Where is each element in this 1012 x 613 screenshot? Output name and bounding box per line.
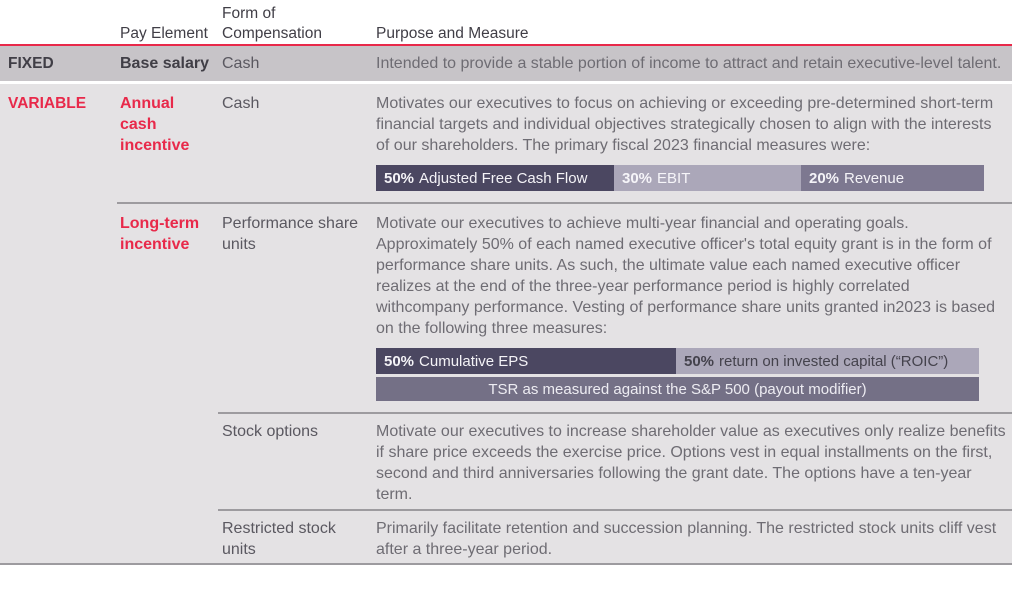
measure-label: return on invested capital (“ROIC”) (719, 352, 949, 370)
empty-category-cell (0, 518, 117, 560)
long-term-incentive-label: Long-term incentive (120, 215, 200, 253)
header-rule (0, 44, 1012, 46)
variable-section: VARIABLE Annual cash incentive Cash Moti… (0, 84, 1012, 563)
variable-category-label: VARIABLE (8, 95, 87, 112)
annual-cash-purpose-text: Motivates our executives to focus on ach… (376, 95, 994, 154)
stock-options-purpose-cell: Motivate our executives to increase shar… (375, 421, 1012, 505)
stock-options-row: Stock options Motivate our executives to… (0, 414, 1012, 509)
annual-cash-form-label: Cash (222, 95, 260, 112)
fixed-category-label: FIXED (8, 55, 54, 72)
purpose-and-measure-header: Purpose and Measure (376, 25, 529, 42)
empty-pay-element-cell (117, 421, 218, 505)
subrow-divider (218, 509, 1012, 511)
empty-category-cell (0, 213, 117, 401)
measure-cumulative-eps: 50% Cumulative EPS (376, 348, 676, 374)
executive-compensation-table: Pay Element Form of Compensation Purpose… (0, 0, 1012, 568)
subrow-divider (218, 412, 1012, 414)
annual-incentive-measure-bar: 50% Adjusted Free Cash Flow 30% EBIT 20%… (376, 165, 1007, 191)
table-bottom-rule (0, 563, 1012, 565)
fixed-base-salary-row: FIXED Base salary Cash Intended to provi… (0, 46, 1012, 81)
row-gap (0, 81, 1012, 84)
measure-pct: 50% (384, 169, 415, 187)
measure-label: TSR as measured against the S&P 500 (pay… (488, 380, 867, 398)
measure-pct: 30% (622, 169, 653, 187)
measure-roic: 50% return on invested capital (“ROIC”) (676, 348, 979, 374)
variable-category-cell: VARIABLE (0, 93, 117, 191)
empty-pay-element-cell (117, 518, 218, 560)
annual-cash-incentive-label: Annual cash incentive (120, 95, 190, 154)
performance-share-units-row: Long-term incentive Performance share un… (0, 204, 1012, 412)
fixed-category-cell: FIXED (0, 53, 117, 74)
section-divider (117, 202, 1012, 204)
psu-form-label: Performance share units (222, 215, 359, 253)
annual-cash-purpose-cell: Motivates our executives to focus on ach… (375, 93, 1012, 191)
form-of-compensation-header: Form of Compensation (222, 5, 322, 42)
stock-options-form-label: Stock options (222, 423, 319, 440)
rsu-form-label: Restricted stock units (222, 520, 336, 558)
base-salary-label: Base salary (120, 55, 209, 72)
annual-cash-incentive-row: VARIABLE Annual cash incentive Cash Moti… (0, 84, 1012, 202)
pay-element-header: Pay Element (120, 25, 208, 42)
base-salary-purpose-cell: Intended to provide a stable portion of … (375, 53, 1012, 74)
rsu-purpose-text: Primarily facilitate retention and succe… (376, 520, 997, 558)
annual-cash-incentive-cell: Annual cash incentive (117, 93, 218, 191)
measure-label: Cumulative EPS (419, 352, 529, 370)
empty-category-cell (0, 421, 117, 505)
measure-tsr-modifier: TSR as measured against the S&P 500 (pay… (376, 377, 979, 401)
psu-purpose-cell: Motivate our executives to achieve multi… (375, 213, 1012, 401)
base-salary-cell: Base salary (117, 53, 218, 74)
measure-ebit: 30% EBIT (614, 165, 801, 191)
long-term-incentive-cell: Long-term incentive (117, 213, 218, 401)
stock-options-purpose-text: Motivate our executives to increase shar… (376, 423, 1006, 503)
measure-label: Revenue (844, 169, 905, 187)
measure-label: EBIT (657, 169, 691, 187)
form-of-compensation-header-cell: Form of Compensation (218, 4, 375, 44)
base-salary-form-label: Cash (222, 55, 260, 72)
measure-pct: 20% (809, 169, 840, 187)
stock-options-form-cell: Stock options (218, 421, 375, 505)
base-salary-form-cell: Cash (218, 53, 375, 74)
annual-cash-form-cell: Cash (218, 93, 375, 191)
rsu-purpose-cell: Primarily facilitate retention and succe… (375, 518, 1012, 560)
purpose-and-measure-header-cell: Purpose and Measure (375, 24, 1012, 44)
psu-purpose-text: Motivate our executives to achieve multi… (376, 215, 996, 337)
psu-form-cell: Performance share units (218, 213, 375, 401)
measure-label: Adjusted Free Cash Flow (419, 169, 588, 187)
measure-revenue: 20% Revenue (801, 165, 984, 191)
restricted-stock-units-row: Restricted stock units Primarily facilit… (0, 511, 1012, 563)
table-header-row: Pay Element Form of Compensation Purpose… (0, 0, 1012, 44)
bottom-margin (0, 565, 1012, 568)
psu-measure-bar: 50% Cumulative EPS 50% return on investe… (376, 348, 1007, 374)
measure-pct: 50% (684, 352, 715, 370)
measure-pct: 50% (384, 352, 415, 370)
pay-element-header-cell: Pay Element (117, 24, 218, 44)
measure-adjusted-free-cash-flow: 50% Adjusted Free Cash Flow (376, 165, 614, 191)
base-salary-purpose-text: Intended to provide a stable portion of … (376, 55, 1002, 72)
rsu-form-cell: Restricted stock units (218, 518, 375, 560)
